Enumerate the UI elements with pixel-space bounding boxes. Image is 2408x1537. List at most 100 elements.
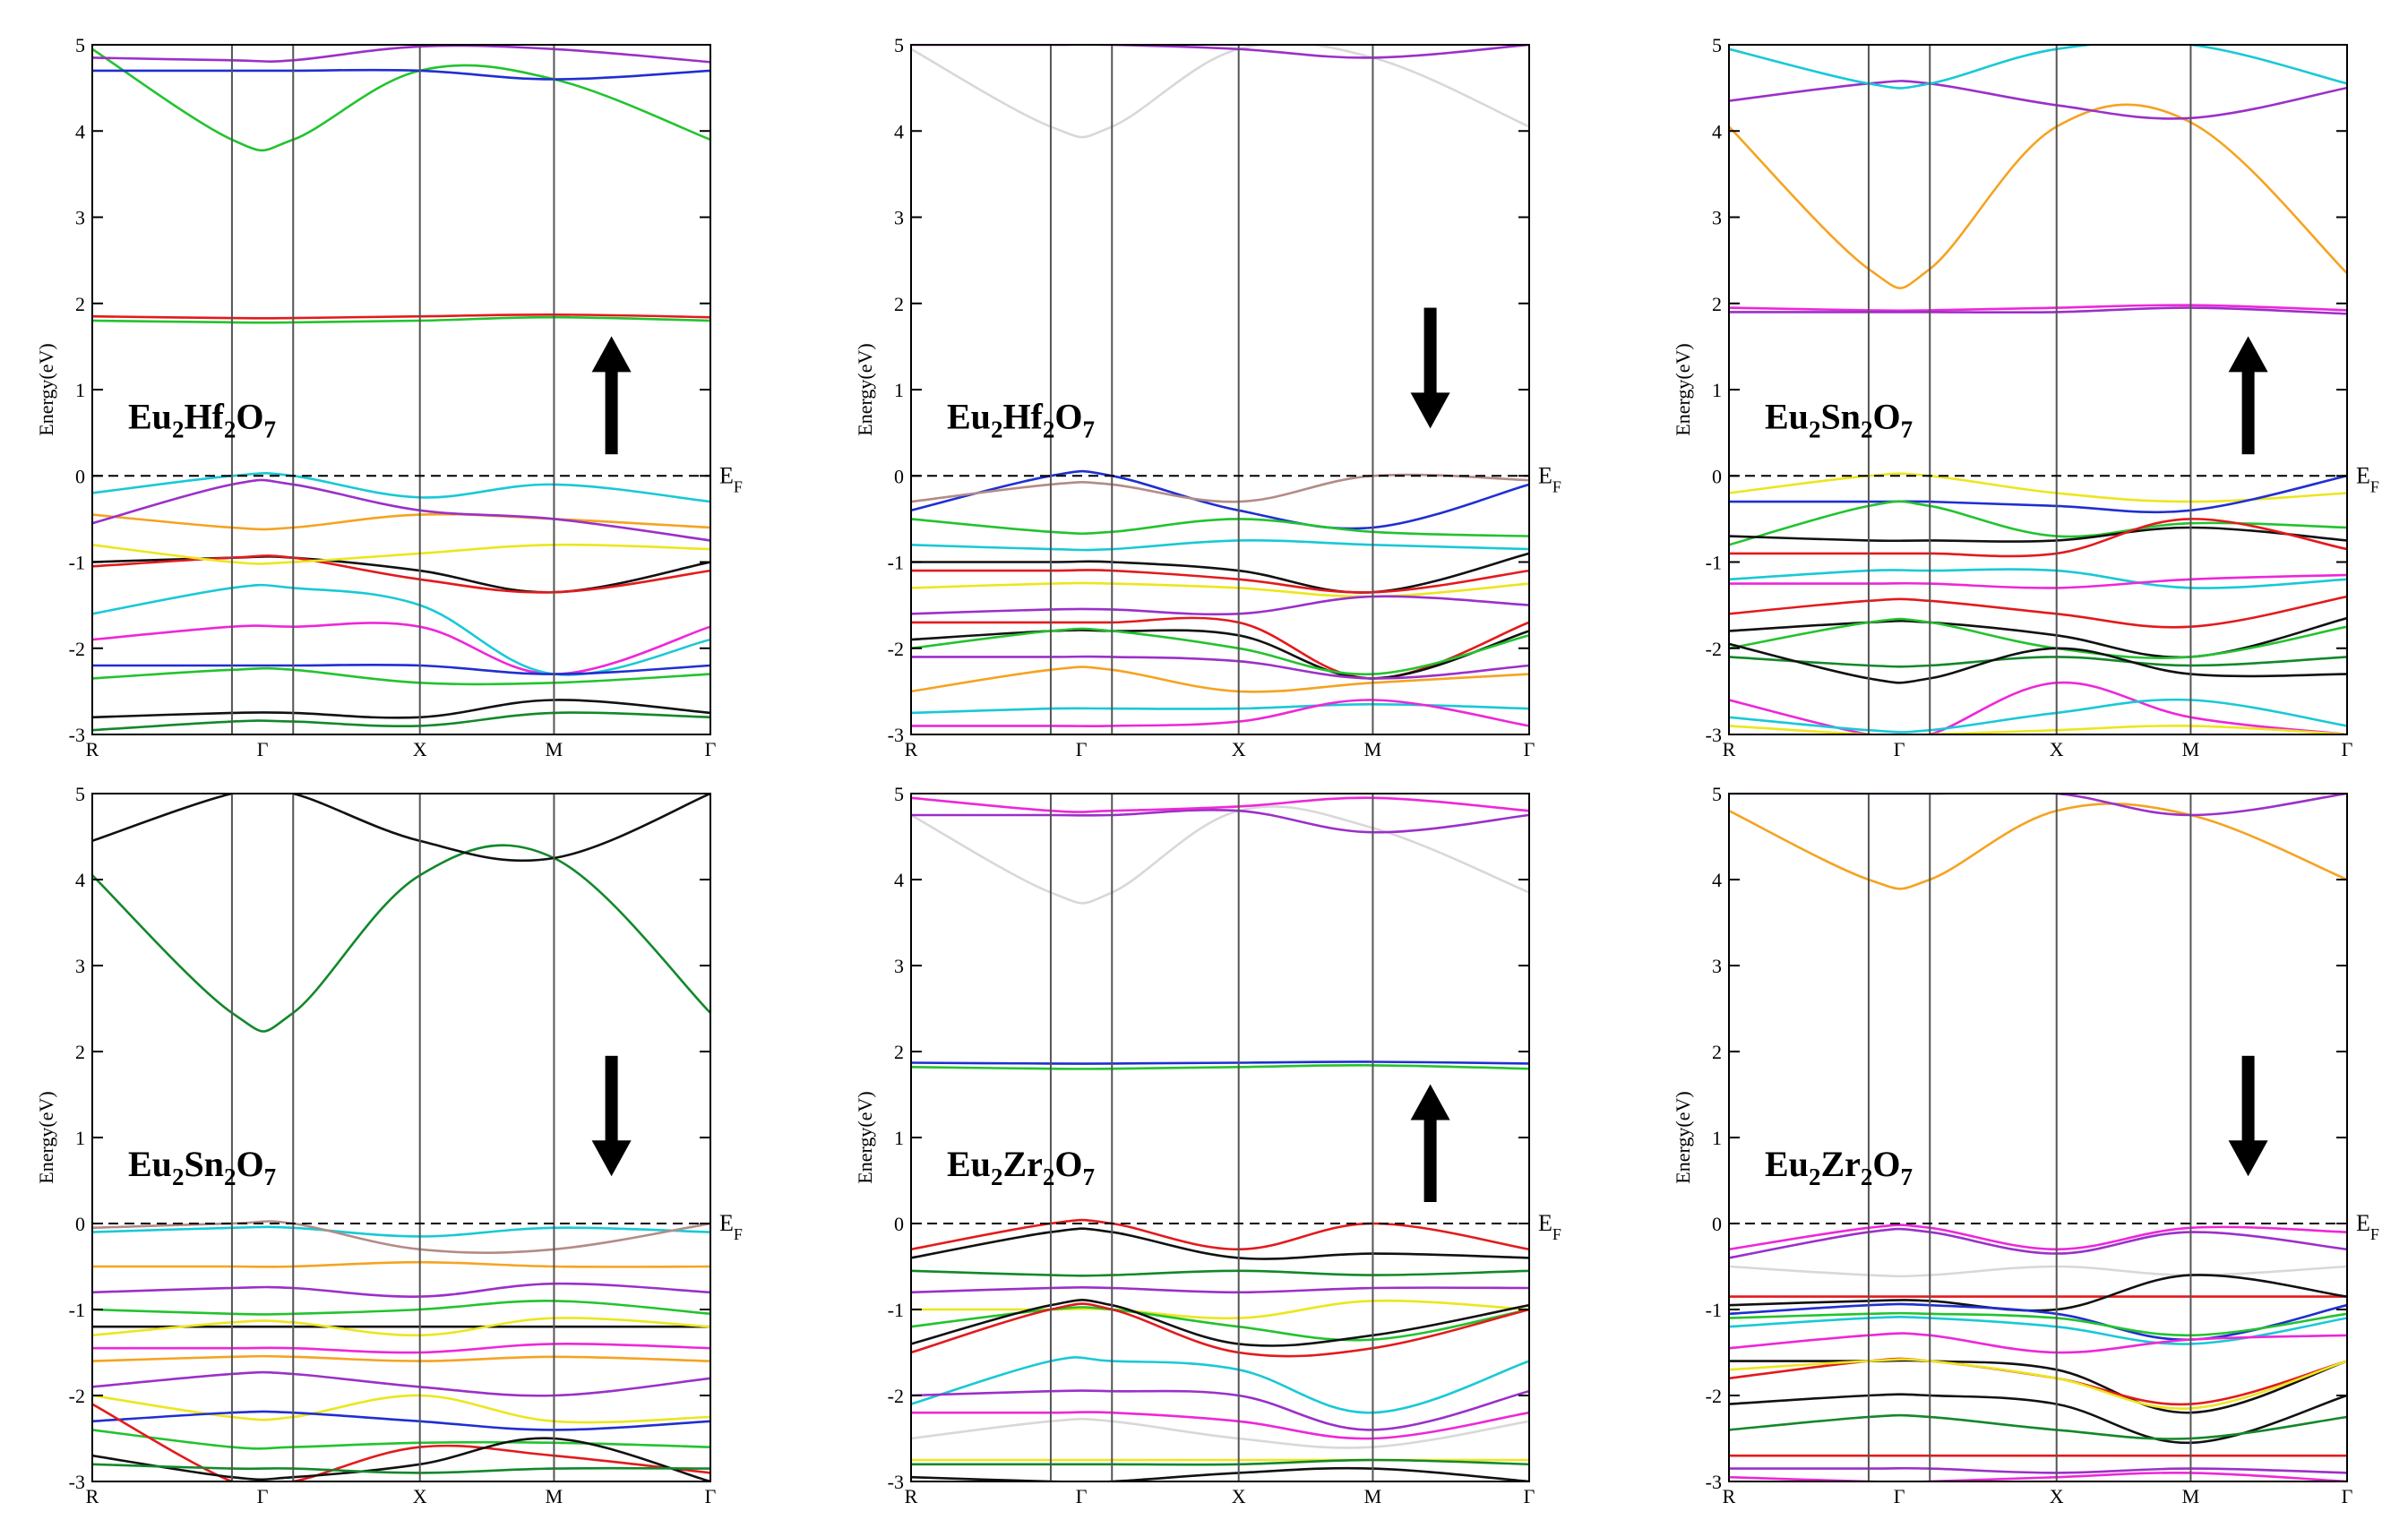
x-tick-label: R <box>86 1485 99 1507</box>
compound-element: O <box>1872 1144 1900 1184</box>
fermi-label: EF <box>1538 1210 1561 1243</box>
band-line-14 <box>1729 616 2347 659</box>
x-tick-label: Γ <box>257 738 269 760</box>
band-line-14 <box>911 1356 1529 1414</box>
band-line-7 <box>911 552 1529 594</box>
band-line-15 <box>1729 1393 2347 1445</box>
y-tick-label: 1 <box>75 1127 85 1149</box>
band-line-1 <box>911 45 1529 139</box>
band-line-16 <box>1729 1413 2347 1440</box>
band-line-11 <box>911 616 1529 680</box>
fermi-label: EF <box>719 462 743 495</box>
compound-subscript: 2 <box>224 416 236 442</box>
y-tick-label: 3 <box>894 955 904 977</box>
band-line-9 <box>911 581 1529 598</box>
y-tick-label: -2 <box>888 1385 904 1407</box>
y-tick-label: 4 <box>894 869 904 891</box>
band-line-16 <box>911 1411 1529 1440</box>
y-axis-label: Energy(eV) <box>1672 343 1694 435</box>
y-tick-label: 5 <box>75 783 85 805</box>
y-tick-label: -2 <box>888 638 904 660</box>
fermi-label: EF <box>2356 1210 2379 1243</box>
band-line-18 <box>1729 1466 2347 1474</box>
band-line-3 <box>92 45 710 64</box>
y-tick-label: 3 <box>75 955 85 977</box>
compound-element: Eu <box>947 1144 991 1184</box>
compound-label: Eu2Hf2O7 <box>947 396 1095 442</box>
band-line-14 <box>1729 1358 2347 1410</box>
band-line-13 <box>1729 595 2347 629</box>
x-tick-label: R <box>1723 1485 1736 1507</box>
band-line-10 <box>911 595 1529 616</box>
band-line-6 <box>1729 472 2347 503</box>
band-line-14 <box>92 663 710 675</box>
band-line-7 <box>92 1300 710 1316</box>
y-tick-label: 2 <box>894 293 904 315</box>
y-tick-label: 5 <box>75 34 85 56</box>
band-line-15 <box>92 1429 710 1450</box>
fermi-label-main: E <box>719 1210 734 1236</box>
band-line-4 <box>1729 304 2347 313</box>
band-line-18 <box>1729 681 2347 734</box>
y-tick-label: 3 <box>894 207 904 229</box>
band-line-1 <box>911 805 1529 905</box>
y-tick-label: 5 <box>1712 34 1722 56</box>
x-tick-label: M <box>2182 1485 2200 1507</box>
band-line-13 <box>911 627 1529 676</box>
band-line-20 <box>1729 724 2347 734</box>
y-tick-label: 1 <box>75 379 85 401</box>
band-line-12 <box>92 1370 710 1397</box>
band-line-3 <box>92 1225 710 1238</box>
band-line-6 <box>92 1282 710 1298</box>
compound-label: Eu2Sn2O7 <box>1765 396 1913 442</box>
y-tick-label: -3 <box>888 724 904 746</box>
x-tick-label: Γ <box>1524 1485 1535 1507</box>
x-tick-label: M <box>1364 738 1382 760</box>
y-tick-label: 0 <box>1712 465 1722 487</box>
x-tick-label: R <box>905 1485 918 1507</box>
y-axis-label: Energy(eV) <box>854 343 876 435</box>
y-tick-label: 2 <box>75 293 85 315</box>
fermi-label-main: E <box>2356 1210 2370 1236</box>
fermi-label: EF <box>1538 462 1561 495</box>
band-line-2 <box>1729 80 2347 120</box>
y-tick-label: 2 <box>75 1041 85 1063</box>
y-tick-label: 4 <box>1712 869 1722 891</box>
band-line-17 <box>92 711 710 732</box>
band-line-15 <box>911 1389 1529 1431</box>
compound-element: Eu <box>947 396 991 436</box>
band-line-16 <box>911 703 1529 715</box>
y-tick-label: -1 <box>1706 552 1722 574</box>
spin-down-arrow-icon <box>2228 1055 2268 1177</box>
compound-element: O <box>1872 396 1900 436</box>
band-line-5 <box>92 1260 710 1268</box>
band-line-16 <box>92 699 710 719</box>
compound-subscript: 7 <box>264 416 277 442</box>
compound-subscript: 2 <box>1043 416 1055 442</box>
y-tick-label: -2 <box>1706 1385 1722 1407</box>
band-line-4 <box>911 1060 1529 1065</box>
y-tick-label: 2 <box>1712 293 1722 315</box>
y-tick-label: -2 <box>69 1385 85 1407</box>
band-line-5 <box>1729 1265 2347 1278</box>
y-tick-label: 3 <box>1712 207 1722 229</box>
x-tick-label: X <box>2050 1485 2064 1507</box>
band-line-6 <box>911 1218 1529 1251</box>
compound-label: Eu2Zr2O7 <box>947 1144 1095 1190</box>
compound-element: O <box>1054 1144 1082 1184</box>
band-line-7 <box>92 512 710 531</box>
y-tick-label: -3 <box>69 724 85 746</box>
fermi-label-subscript: F <box>734 1225 743 1243</box>
band-line-8 <box>911 569 1529 594</box>
band-line-1 <box>1729 803 2347 890</box>
y-tick-label: -3 <box>1706 724 1722 746</box>
band-line-4 <box>1729 1227 2347 1259</box>
y-tick-label: 4 <box>75 869 85 891</box>
compound-label: Eu2Hf2O7 <box>128 396 276 442</box>
band-line-7 <box>1729 1274 2347 1312</box>
y-tick-label: 5 <box>894 783 904 805</box>
band-line-12 <box>1729 1359 2347 1414</box>
